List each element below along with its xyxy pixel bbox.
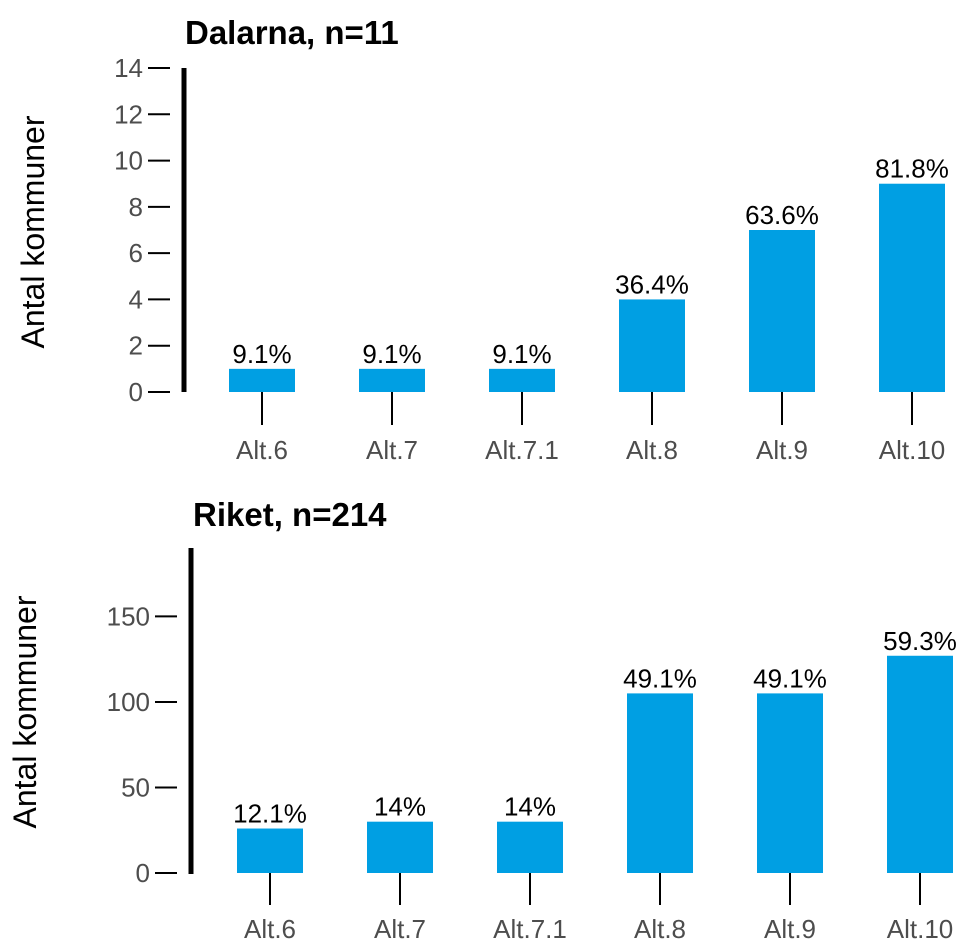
- x-tick-label: Alt.8: [634, 914, 686, 943]
- x-tick-label: Alt.7.1: [485, 435, 559, 465]
- x-tick-label: Alt.7.1: [493, 914, 567, 943]
- bar: [627, 693, 693, 873]
- x-tick-label: Alt.6: [244, 914, 296, 943]
- y-tick-label: 0: [136, 858, 150, 888]
- data-label: 14%: [504, 792, 556, 822]
- x-tick-label: Alt.10: [879, 435, 946, 465]
- y-tick-label: 4: [129, 284, 143, 314]
- data-label: 12.1%: [233, 799, 307, 829]
- data-label: 81.8%: [875, 154, 949, 184]
- bar: [367, 821, 433, 873]
- bar: [237, 828, 303, 873]
- x-tick-label: Alt.8: [626, 435, 678, 465]
- x-axis-ticks: Alt.6 Alt.7 Alt.7.1 Alt.8 Alt.9 Alt.10: [244, 873, 953, 943]
- bar: [229, 368, 295, 392]
- data-label: 36.4%: [615, 269, 689, 299]
- x-tick-label: Alt.7: [366, 435, 418, 465]
- data-label: 9.1%: [492, 339, 551, 369]
- y-tick-label: 50: [121, 772, 150, 802]
- bars: [229, 183, 945, 392]
- data-labels: 9.1% 9.1% 9.1% 36.4% 63.6% 81.8%: [232, 154, 949, 369]
- y-tick-label: 100: [107, 687, 150, 717]
- y-axis-ticks: 0 50 100 150: [107, 601, 177, 888]
- y-tick-label: 12: [114, 99, 143, 129]
- bar: [749, 230, 815, 392]
- data-label: 49.1%: [753, 663, 827, 693]
- bar: [757, 693, 823, 873]
- x-tick-label: Alt.9: [756, 435, 808, 465]
- bar: [879, 183, 945, 392]
- data-labels: 12.1% 14% 14% 49.1% 49.1% 59.3%: [233, 626, 957, 829]
- y-tick-label: 2: [129, 331, 143, 361]
- bar: [497, 821, 563, 873]
- data-label: 9.1%: [232, 339, 291, 369]
- data-label: 9.1%: [362, 339, 421, 369]
- y-axis-label: Antal kommuner: [15, 115, 51, 348]
- chart-title: Dalarna, n=11: [185, 14, 399, 51]
- bar: [887, 655, 953, 873]
- x-tick-label: Alt.9: [764, 914, 816, 943]
- data-label: 59.3%: [883, 626, 957, 656]
- y-tick-label: 6: [129, 238, 143, 268]
- y-axis-ticks: 0 2 4 6 8 10 12 14: [114, 53, 170, 407]
- data-label: 49.1%: [623, 663, 697, 693]
- data-label: 14%: [374, 792, 426, 822]
- y-axis-label: Antal kommuner: [7, 595, 43, 828]
- chart-panel-riket: Riket, n=214 Antal kommuner 0 50 100 150 12…: [7, 496, 957, 943]
- y-tick-label: 150: [107, 601, 150, 631]
- chart-panel-dalarna: Dalarna, n=11 Antal kommuner 0 2 4 6 8 10 12 14…: [15, 14, 949, 465]
- bars: [237, 655, 953, 873]
- x-tick-label: Alt.7: [374, 914, 426, 943]
- x-tick-label: Alt.6: [236, 435, 288, 465]
- chart-title: Riket, n=214: [193, 496, 387, 533]
- bar: [359, 368, 425, 392]
- y-tick-label: 14: [114, 53, 143, 83]
- bar: [489, 368, 555, 392]
- y-tick-label: 10: [114, 146, 143, 176]
- bar: [619, 299, 685, 392]
- x-tick-label: Alt.10: [887, 914, 954, 943]
- y-tick-label: 0: [129, 377, 143, 407]
- y-tick-label: 8: [129, 192, 143, 222]
- data-label: 63.6%: [745, 200, 819, 230]
- x-axis-ticks: Alt.6 Alt.7 Alt.7.1 Alt.8 Alt.9 Alt.10: [236, 392, 945, 465]
